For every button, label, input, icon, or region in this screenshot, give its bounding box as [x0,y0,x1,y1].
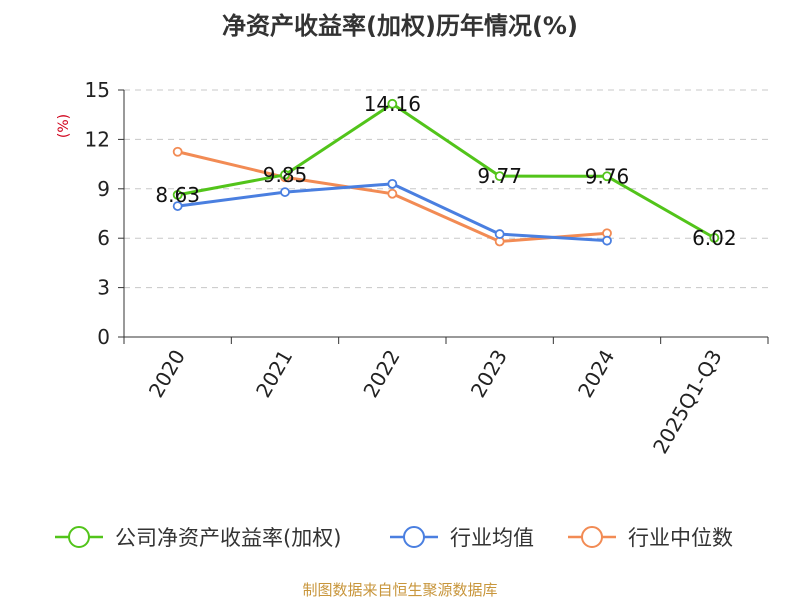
x-tick-label-2020: 2020 [144,346,190,402]
y-tick-label-9: 9 [97,177,110,201]
source-note: 制图数据来自恒生聚源数据库 [302,581,497,599]
y-axis-label: (%) [56,114,72,138]
legend-label-1: 行业均值 [450,526,534,550]
x-tick-label-2025Q1-Q3: 2025Q1-Q3 [648,346,727,458]
data-label-2022: 14.16 [364,92,421,116]
y-tick-label-0: 0 [97,325,110,349]
series-0-point-1 [280,169,290,180]
y-tick-label-3: 3 [97,276,110,300]
series-line-0 [177,102,716,240]
series-1-point-2 [387,178,398,189]
y-tick-label-12: 12 [85,127,110,151]
data-label-2025Q1-Q3: 6.02 [692,226,737,250]
y-tick-label-15: 15 [85,78,110,102]
data-label-2023: 9.77 [477,164,522,188]
x-tick-label-2024: 2024 [573,346,619,402]
series-group [172,98,720,247]
series-1-point-1 [280,187,290,197]
x-tick-label-2021: 2021 [251,346,297,402]
legend-label-0: 公司净资产收益率(加权) [115,526,341,550]
series-1-point-0 [172,201,183,211]
x-tick-label-2023: 2023 [466,345,512,401]
series-0-point-0 [172,189,183,200]
y-tick-label-6: 6 [97,226,110,250]
data-labels: 8.63 9.85 14.16 9.77 9.76 6.02 [155,92,736,250]
legend-marker-2 [581,526,603,548]
legend-marker-1 [403,526,425,548]
series-0-point-2 [387,98,398,109]
series-1-point-3 [494,229,505,239]
grid-lines [124,89,768,289]
legend-label-2: 行业中位数 [628,526,733,550]
series-0-point-4 [602,171,612,182]
chart-title: 净资产收益率(加权)历年情况(%) [222,12,578,40]
legend: 公司净资产收益率(加权) 行业均值 行业中位数 [55,526,733,550]
axes [118,89,769,344]
series-0-point-3 [494,171,505,182]
legend-marker-0 [68,526,90,548]
series-1-point-4 [602,235,612,246]
series-0-point-5 [709,232,720,243]
data-label-2020: 8.63 [155,183,200,207]
x-tick-label-2022: 2022 [358,346,404,402]
series-2-point-2 [387,188,398,199]
series-2-point-0 [172,146,183,157]
data-label-2024: 9.76 [585,164,630,188]
tick-labels: 0 3 6 9 12 15 2020 2021 2022 2023 2024 2025Q1-Q3 [85,78,727,458]
data-label-2021: 9.85 [263,163,308,187]
